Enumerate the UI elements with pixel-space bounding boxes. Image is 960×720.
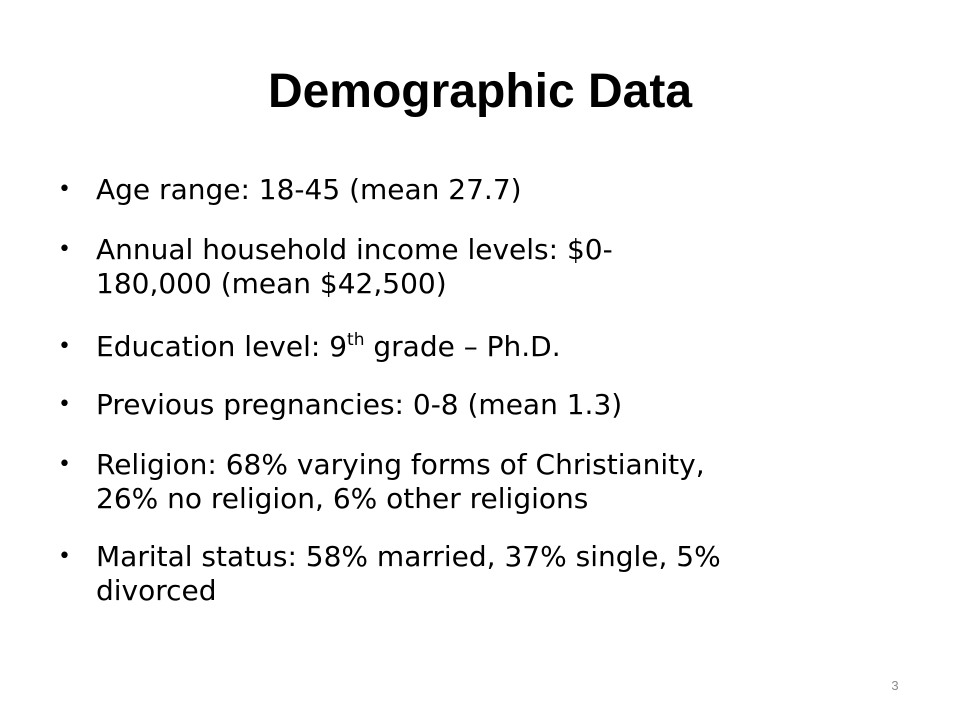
bullet-dot: • (58, 177, 71, 202)
text: Annual household income levels: $0- (96, 233, 613, 266)
bullet-dot: • (58, 452, 71, 477)
bullet-text: Annual household income levels: $0- 180,0… (96, 233, 613, 301)
bullet-line: Religion: 68% varying forms of Christian… (96, 448, 705, 482)
text: Previous pregnancies: 0-8 (mean 1.3) (96, 388, 623, 421)
text: Age range: 18-45 (mean 27.7) (96, 173, 522, 206)
text: 26% no religion, 6% other religions (96, 482, 589, 515)
bullet-line: 180,000 (mean $42,500) (96, 267, 613, 301)
text: 180,000 (mean $42,500) (96, 267, 447, 300)
bullet-line: Education level: 9th grade – Ph.D. (96, 330, 561, 364)
bullet-line: Age range: 18-45 (mean 27.7) (96, 173, 522, 207)
bullet-dot: • (58, 544, 71, 569)
superscript: th (347, 330, 365, 350)
bullet-text: Previous pregnancies: 0-8 (mean 1.3) (96, 388, 622, 422)
bullet-dot: • (58, 334, 71, 359)
text: Religion: 68% varying forms of Christian… (96, 448, 705, 481)
text: divorced (96, 574, 217, 607)
bullet-line: Previous pregnancies: 0-8 (mean 1.3) (96, 388, 622, 422)
bullet-dot: • (58, 237, 71, 262)
bullet-line: Marital status: 58% married, 37% single,… (96, 540, 721, 574)
bullet-line: 26% no religion, 6% other religions (96, 482, 705, 516)
bullet-line: divorced (96, 574, 721, 608)
slide-title: Demographic Data (267, 65, 693, 118)
text: Marital status: 58% married, 37% single,… (96, 540, 721, 573)
bullet-text: Education level: 9th grade – Ph.D. (96, 330, 561, 364)
bullet-dot: • (58, 392, 71, 417)
text: Education level: 9 (96, 330, 348, 363)
text: grade – Ph.D. (364, 330, 561, 363)
page-number: 3 (891, 678, 899, 693)
bullet-line: Annual household income levels: $0- (96, 233, 613, 267)
bullet-text: Marital status: 58% married, 37% single,… (96, 540, 721, 608)
bullet-text: Age range: 18-45 (mean 27.7) (96, 173, 522, 207)
bullet-text: Religion: 68% varying forms of Christian… (96, 448, 705, 516)
